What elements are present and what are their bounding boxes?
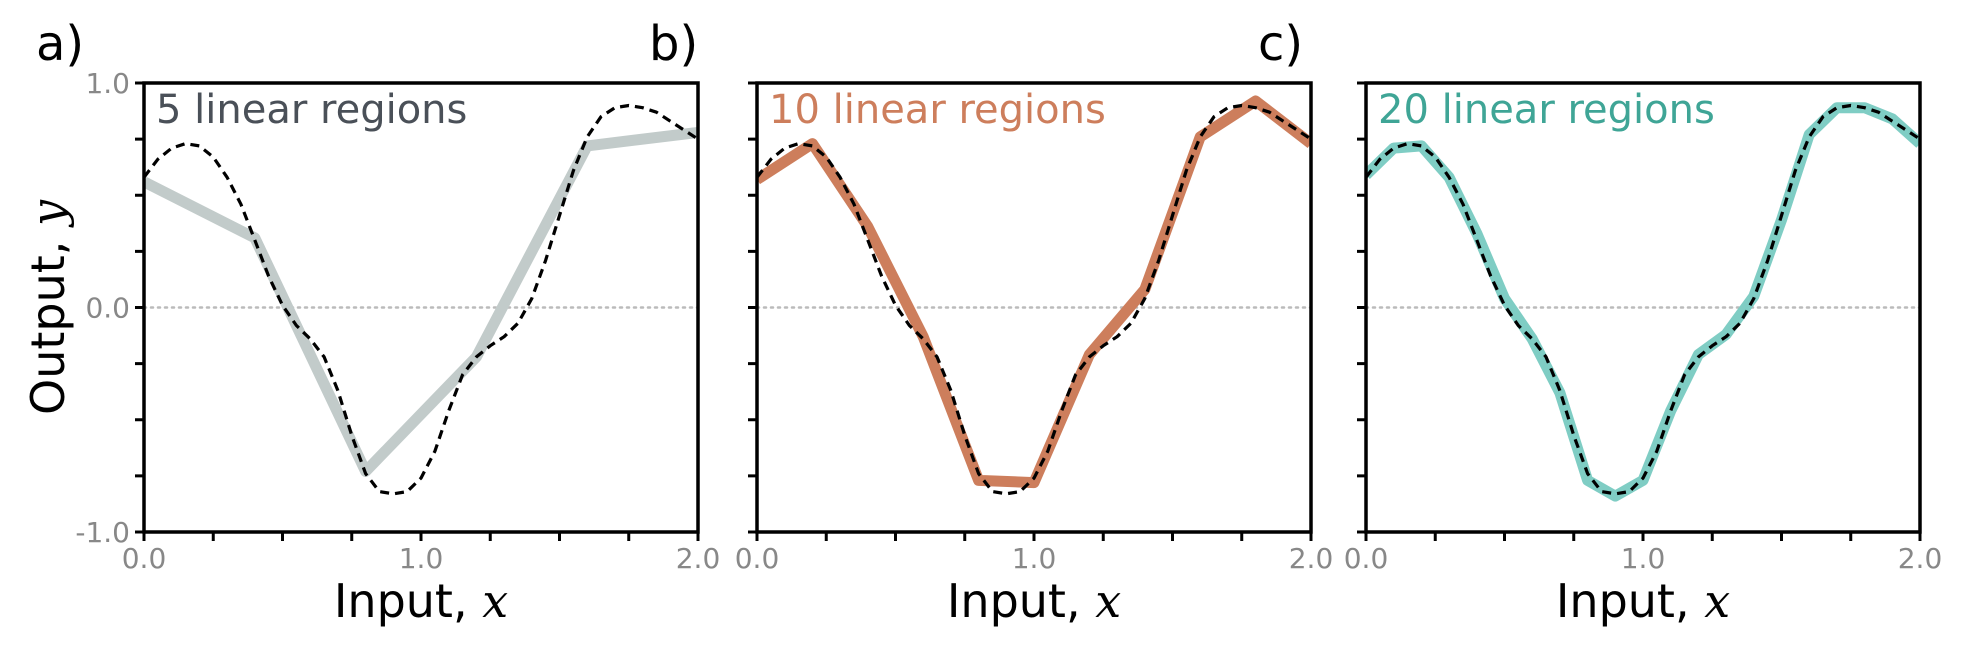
x-axis-label: Input, x: [334, 574, 508, 628]
y-tick-label: -1.0: [75, 516, 130, 549]
reference-curve: [1366, 103, 1920, 496]
x-tick-label: 1.0: [1012, 542, 1057, 575]
reference-curve: [144, 103, 698, 496]
panel-title: 20 linear regions: [1378, 87, 1715, 133]
reference-curve: [757, 103, 1311, 496]
plot-area: [757, 95, 1311, 496]
panel-b: b) 0.0 1.0 2.0 10 linear regions Input, x: [649, 16, 1333, 628]
x-axis-label-var: x: [482, 574, 508, 628]
series-line: [757, 95, 1311, 489]
x-tick-label: 1.0: [399, 542, 444, 575]
x-axis-label-text: Input,: [947, 574, 1095, 628]
y-axis-label-text: Output,: [21, 226, 75, 415]
panel-label: b): [649, 16, 698, 72]
series-line: [1366, 102, 1920, 502]
panel-label: a): [36, 16, 84, 72]
x-axis-label-var: x: [1704, 574, 1730, 628]
x-tick-label: 0.0: [1344, 542, 1389, 575]
x-axis-label-text: Input,: [334, 574, 482, 628]
x-axis-label-var: x: [1095, 574, 1121, 628]
plot-area: [144, 103, 698, 496]
plot-area: [1366, 102, 1920, 502]
y-axis-label-var: y: [21, 199, 75, 228]
panel-label: c): [1258, 16, 1303, 72]
y-axis-label: Output, y: [21, 199, 75, 415]
panel-c: c) 0.0 1.0 2.0 20 linear regions Input, x: [1258, 16, 1942, 628]
series-line: [144, 126, 698, 477]
x-tick-label: 2.0: [676, 542, 721, 575]
x-axis-label-text: Input,: [1556, 574, 1704, 628]
panel-title: 10 linear regions: [769, 87, 1106, 133]
x-tick-label: 1.0: [1621, 542, 1666, 575]
x-axis-label: Input, x: [947, 574, 1121, 628]
x-axis-label: Input, x: [1556, 574, 1730, 628]
x-tick-label: 2.0: [1289, 542, 1334, 575]
y-tick-label: 1.0: [85, 67, 130, 100]
panel-a: a)0.0 1.0 2.0-1.00.01.05 linear regionsInp…: [21, 16, 720, 628]
panel-title: 5 linear regions: [156, 87, 467, 133]
x-tick-label: 0.0: [735, 542, 780, 575]
y-tick-label: 0.0: [85, 292, 130, 325]
x-tick-label: 0.0: [122, 542, 167, 575]
x-tick-label: 2.0: [1898, 542, 1943, 575]
